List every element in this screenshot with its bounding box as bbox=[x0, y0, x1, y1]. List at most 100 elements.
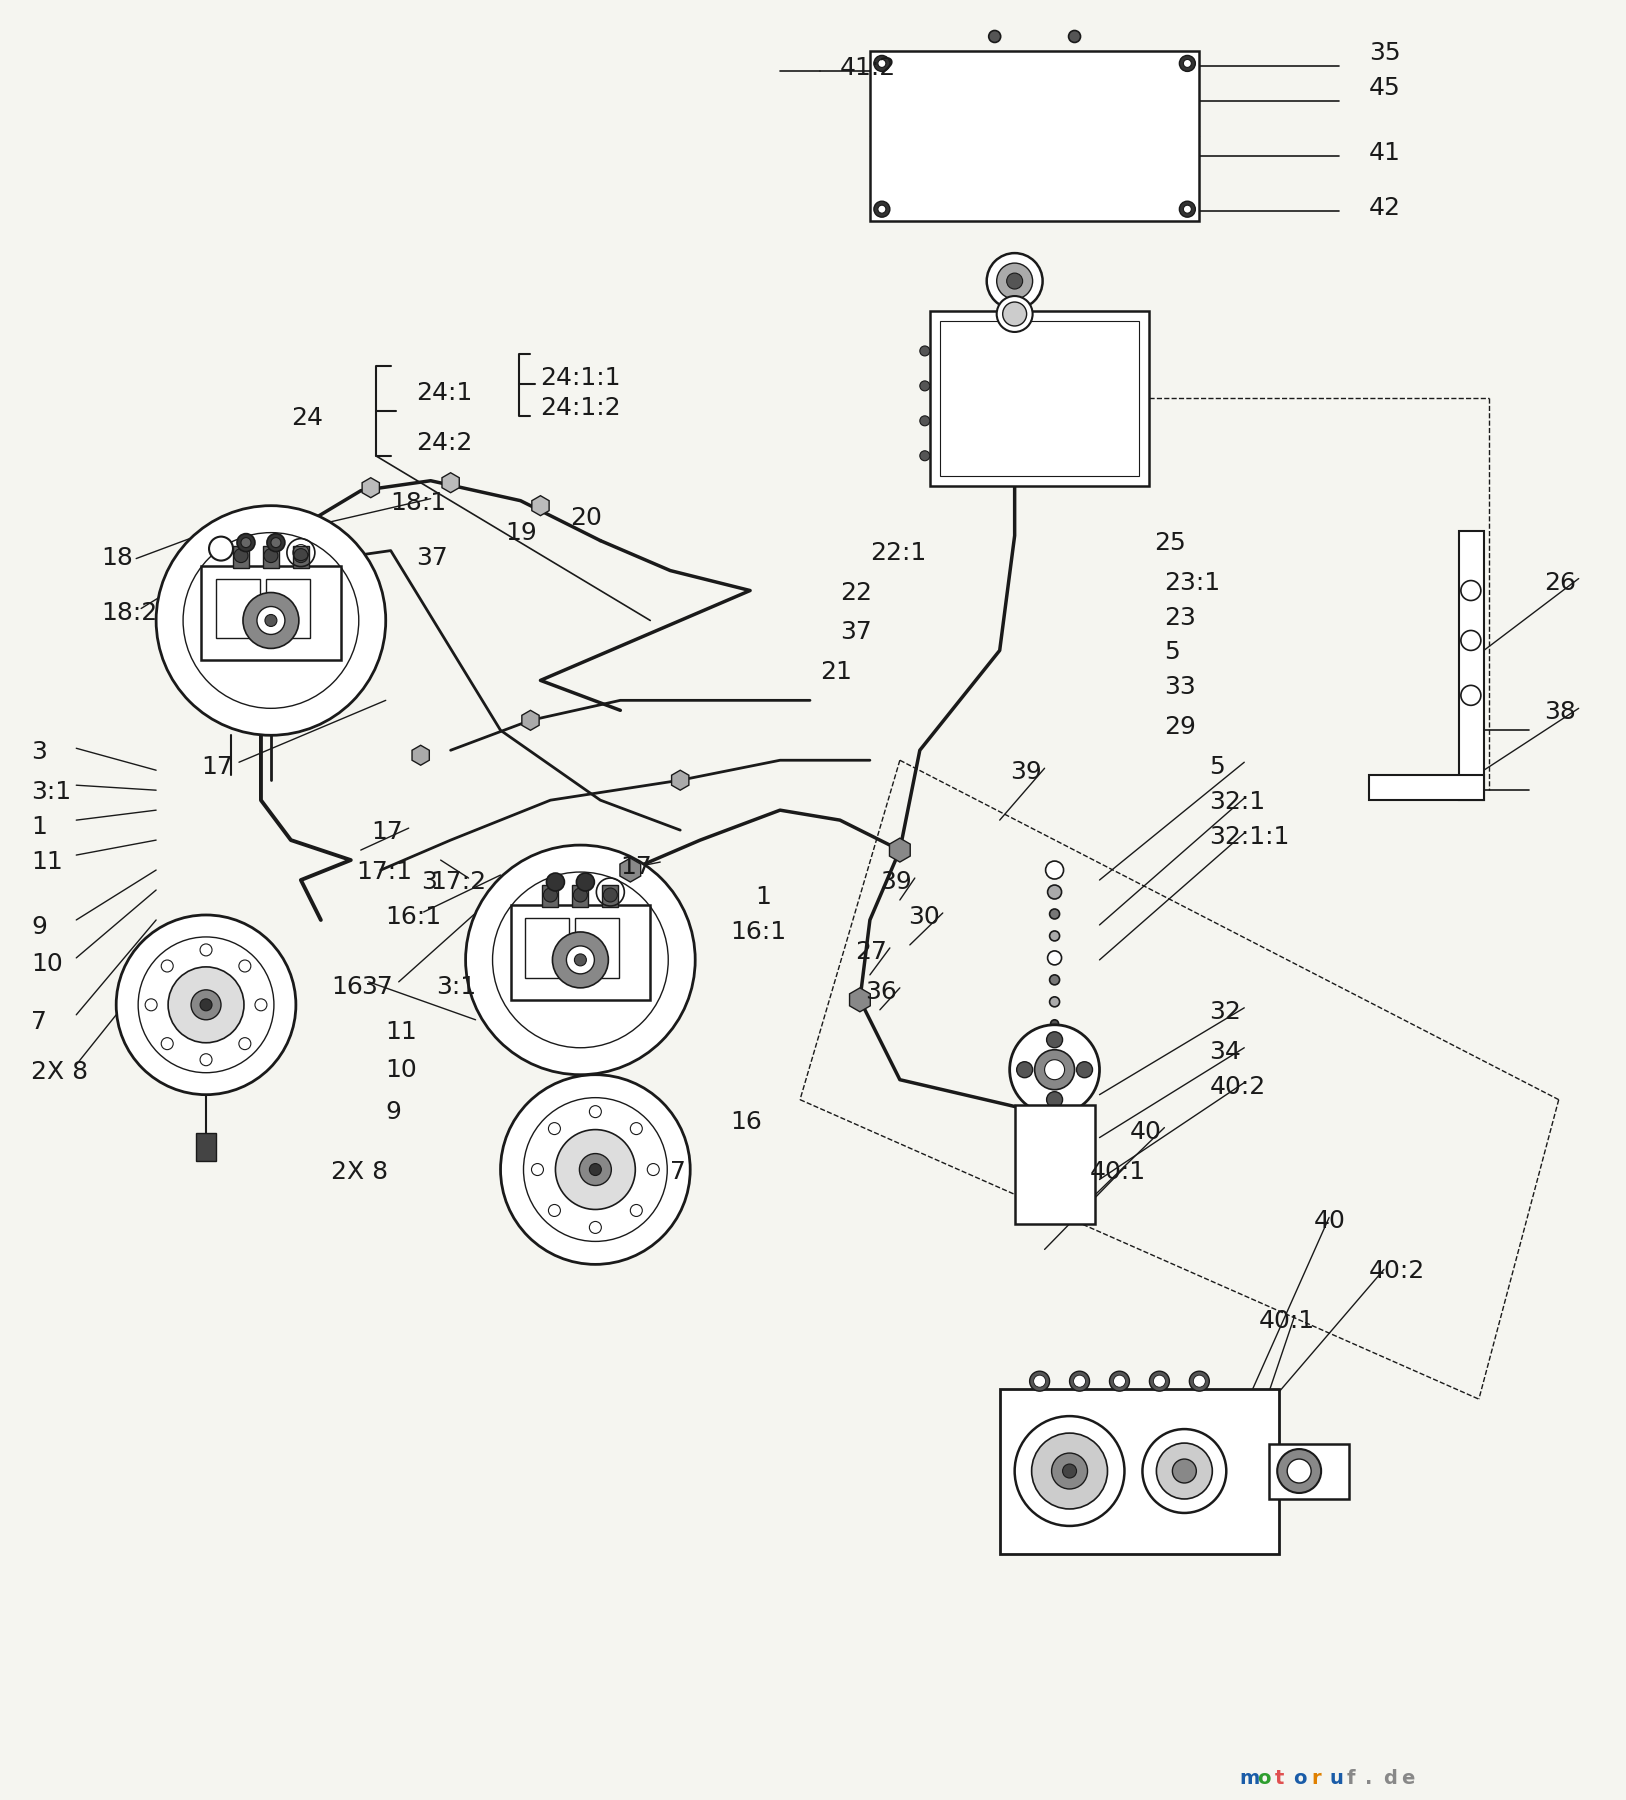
Circle shape bbox=[1047, 1091, 1062, 1107]
Circle shape bbox=[546, 873, 564, 891]
Text: 24:1:2: 24:1:2 bbox=[540, 396, 621, 419]
Polygon shape bbox=[411, 745, 429, 765]
Bar bbox=[1270, 1444, 1350, 1499]
Text: 37: 37 bbox=[361, 976, 392, 999]
Bar bbox=[543, 886, 558, 907]
Text: 11: 11 bbox=[385, 1021, 418, 1044]
Text: 39: 39 bbox=[880, 869, 912, 895]
Circle shape bbox=[1076, 1062, 1093, 1078]
Circle shape bbox=[1172, 1460, 1197, 1483]
Circle shape bbox=[234, 549, 249, 563]
Circle shape bbox=[265, 614, 276, 626]
Circle shape bbox=[210, 536, 233, 560]
Text: d: d bbox=[1384, 1769, 1397, 1787]
Bar bbox=[197, 1132, 216, 1161]
Circle shape bbox=[989, 31, 1000, 43]
Text: 41:2: 41:2 bbox=[841, 56, 896, 81]
Text: 17:1: 17:1 bbox=[356, 860, 411, 884]
Circle shape bbox=[576, 873, 595, 891]
Circle shape bbox=[1047, 1031, 1062, 1048]
Circle shape bbox=[1062, 1463, 1076, 1478]
Text: 24:2: 24:2 bbox=[416, 430, 472, 455]
Circle shape bbox=[501, 1075, 689, 1264]
Circle shape bbox=[1044, 1060, 1065, 1080]
Circle shape bbox=[1276, 1449, 1322, 1492]
Text: 26: 26 bbox=[1543, 571, 1576, 594]
Circle shape bbox=[873, 202, 889, 218]
Text: 1: 1 bbox=[754, 886, 771, 909]
Circle shape bbox=[1050, 1021, 1059, 1028]
Circle shape bbox=[920, 416, 930, 427]
Text: 40:2: 40:2 bbox=[1369, 1260, 1426, 1283]
Text: 40: 40 bbox=[1314, 1210, 1346, 1233]
Text: 32:1: 32:1 bbox=[1210, 790, 1265, 814]
Bar bbox=[1015, 1105, 1094, 1224]
Circle shape bbox=[138, 938, 273, 1073]
Text: 16: 16 bbox=[330, 976, 363, 999]
Circle shape bbox=[1073, 1375, 1086, 1388]
Text: 17:2: 17:2 bbox=[431, 869, 486, 895]
Circle shape bbox=[1193, 1375, 1205, 1388]
Text: 7: 7 bbox=[670, 1159, 686, 1184]
Bar bbox=[511, 905, 650, 999]
Circle shape bbox=[1068, 31, 1081, 43]
Text: 16:1: 16:1 bbox=[730, 920, 787, 943]
Text: 2X 8: 2X 8 bbox=[31, 1060, 88, 1084]
Bar bbox=[293, 545, 309, 567]
Text: 3: 3 bbox=[31, 740, 47, 765]
Text: 30: 30 bbox=[907, 905, 940, 929]
Circle shape bbox=[574, 887, 587, 902]
Circle shape bbox=[1114, 1375, 1125, 1388]
Circle shape bbox=[184, 533, 359, 709]
Circle shape bbox=[566, 947, 595, 974]
Bar bbox=[1459, 531, 1485, 801]
Circle shape bbox=[878, 205, 886, 212]
Text: 32: 32 bbox=[1210, 999, 1241, 1024]
Text: 16:1: 16:1 bbox=[385, 905, 442, 929]
Text: f: f bbox=[1346, 1769, 1356, 1787]
Text: 27: 27 bbox=[855, 940, 886, 965]
Text: 9: 9 bbox=[31, 914, 47, 940]
Text: 40:2: 40:2 bbox=[1210, 1075, 1265, 1098]
Text: 41: 41 bbox=[1369, 140, 1402, 166]
Circle shape bbox=[1150, 1372, 1169, 1391]
Circle shape bbox=[115, 914, 296, 1094]
Text: 24:1:1: 24:1:1 bbox=[540, 365, 621, 391]
Circle shape bbox=[920, 382, 930, 391]
Text: 3:1: 3:1 bbox=[31, 779, 72, 805]
Circle shape bbox=[1050, 997, 1060, 1006]
Circle shape bbox=[878, 59, 886, 67]
Circle shape bbox=[267, 533, 285, 551]
Text: 22:1: 22:1 bbox=[870, 540, 927, 565]
Circle shape bbox=[1052, 1453, 1088, 1489]
Text: 7: 7 bbox=[31, 1010, 47, 1033]
Text: 40:1: 40:1 bbox=[1089, 1159, 1146, 1184]
Bar bbox=[525, 918, 569, 977]
Circle shape bbox=[1179, 56, 1195, 72]
Circle shape bbox=[1015, 1417, 1125, 1526]
Text: 33: 33 bbox=[1164, 675, 1197, 700]
Text: 10: 10 bbox=[31, 952, 63, 976]
Circle shape bbox=[997, 295, 1033, 331]
Bar bbox=[930, 311, 1150, 486]
Circle shape bbox=[1016, 1062, 1033, 1078]
Circle shape bbox=[241, 538, 250, 547]
Text: 24:1: 24:1 bbox=[416, 382, 472, 405]
Text: 20: 20 bbox=[571, 506, 602, 529]
Polygon shape bbox=[522, 711, 540, 731]
Text: 39: 39 bbox=[1010, 760, 1041, 785]
Circle shape bbox=[1050, 976, 1060, 985]
Circle shape bbox=[1047, 886, 1062, 898]
Text: r: r bbox=[1311, 1769, 1320, 1787]
Circle shape bbox=[192, 990, 221, 1021]
Text: 25: 25 bbox=[1154, 531, 1185, 554]
Circle shape bbox=[1047, 950, 1062, 965]
Polygon shape bbox=[672, 770, 689, 790]
Bar bbox=[267, 578, 311, 639]
Text: 19: 19 bbox=[506, 520, 537, 545]
Text: 5: 5 bbox=[1210, 756, 1224, 779]
Bar bbox=[263, 545, 280, 567]
Text: 10: 10 bbox=[385, 1058, 418, 1082]
Circle shape bbox=[263, 549, 278, 563]
Text: 42: 42 bbox=[1369, 196, 1402, 220]
